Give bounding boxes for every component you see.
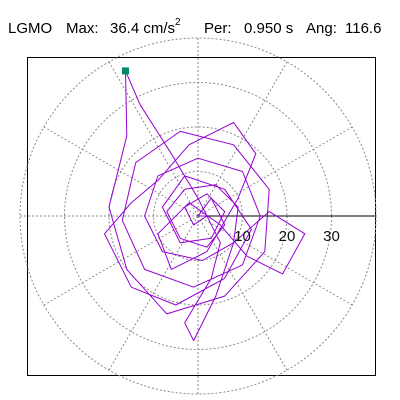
grid-spoke-330 <box>197 215 353 306</box>
angle-label: Ang: <box>306 20 337 37</box>
tick-label-10: 10 <box>234 228 251 245</box>
station-code: LGMO <box>8 20 53 37</box>
period-value: 0.950 s <box>244 20 294 37</box>
max-unit-exponent: 2 <box>175 17 181 28</box>
max-label: Max: <box>66 20 99 37</box>
tick-labels: 10 20 30 <box>234 228 340 245</box>
grid-spoke-210 <box>43 215 199 306</box>
grid-spoke-60 <box>197 61 288 217</box>
grid-spoke-150 <box>43 126 199 217</box>
max-unit: cm/s <box>143 20 176 37</box>
peak-marker <box>121 67 129 75</box>
grid-spoke-30 <box>197 126 353 217</box>
max-readout: 36.4 cm/s2 <box>110 17 181 38</box>
grid-spoke-240 <box>108 215 199 371</box>
trace-layer <box>104 70 306 342</box>
max-value: 36.4 <box>110 20 140 37</box>
tick-label-20: 20 <box>279 228 296 245</box>
period-label: Per: <box>204 20 232 37</box>
peak-marker-layer <box>121 67 129 75</box>
angle-value: 116.6 <box>345 20 382 37</box>
grid-ring-40 <box>19 37 377 395</box>
tick-label-30: 30 <box>323 228 340 245</box>
grid-spoke-120 <box>108 61 199 217</box>
header-bar: LGMO Max: 36.4 cm/s2 Per: 0.950 s Ang: 1… <box>0 0 400 50</box>
series-line-0 <box>104 70 306 342</box>
polar-grid <box>19 37 377 395</box>
